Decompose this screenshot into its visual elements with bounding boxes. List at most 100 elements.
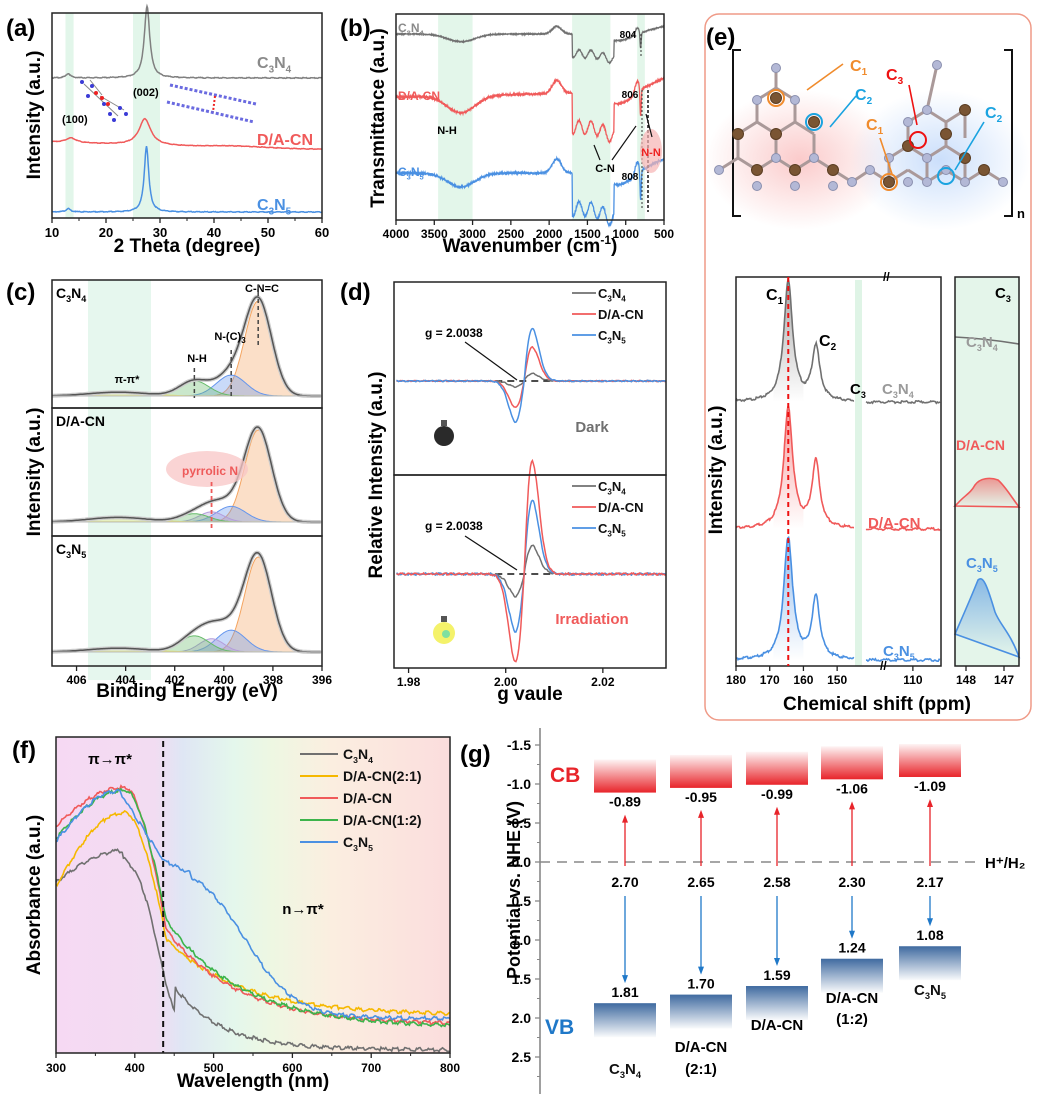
x-tick-label: 404 [116,673,136,687]
series-label: C3N4 [882,381,914,400]
highlight-band [88,280,151,680]
atom-label-c3: C3 [886,67,904,87]
series-label: D/A-CN [598,500,644,515]
band-gap-label: 2.30 [838,874,865,890]
molecule-inset-icon [80,79,128,122]
series-line [395,76,665,145]
x-axis-label: Binding Energy (eV) [96,681,278,702]
series-label: C3N5 [883,643,915,662]
series-line [396,327,666,424]
series-line [396,544,667,598]
subplot-frame [393,474,667,669]
spectral-background [56,737,450,1053]
x-tick-label: 406 [67,673,87,687]
vb-value-label: 1.59 [763,967,790,983]
panel-e: (e) n C1 C2 C1 C3 C2 [704,13,1032,721]
nitrogen-atom [714,165,724,175]
x-tick-label: 3500 [421,227,448,241]
series-label: D/A-CN [257,132,313,149]
series-label: C3N5 [343,834,373,853]
series-label: D/A-CN [398,89,440,103]
nitrogen-atom [922,153,932,163]
inset-series-line [953,477,1021,508]
inset-series-label: D/A-CN [956,437,1005,453]
x-tick-label: 10 [45,225,59,240]
nitrogen-atom [809,153,819,163]
series-label: C3N4 [398,21,424,37]
x-tick-label: 400 [214,673,234,687]
peak-label-804: 804 [620,30,637,41]
vb-label: VB [545,1016,574,1039]
carbon-atom [940,128,952,140]
arrow-icon [645,113,653,138]
highlight-band [855,280,862,666]
band-gap-label: 2.17 [916,874,943,890]
x-axis-label: Wavelength (nm) [177,1071,329,1092]
series-label: C3N4 [598,479,626,497]
vb-bar [670,994,732,1029]
series-line [395,24,665,65]
cb-value-label: -0.95 [685,789,717,805]
series-line [396,345,666,409]
arrow-icon [464,341,518,381]
highlight-ring-c2 [937,167,955,185]
x-axis-label: g vaule [497,684,562,705]
fit-envelope [52,296,321,397]
series-line [735,405,854,530]
nitrogen-atom [903,117,913,127]
series-label: C3N4 [257,55,292,75]
series-label: C3N5 [398,165,424,181]
x-tick-label: 110 [903,673,923,687]
series-label: C3N5 [914,982,946,1001]
series-label: C3N5 [598,521,626,539]
highlight-ring-c2 [805,113,823,131]
panel-label-b: (b) [340,15,371,42]
arrow-head-icon [698,809,704,818]
nitrogen-atom [865,165,875,175]
panel-label-a: (a) [6,15,35,42]
cb-bar [746,751,808,785]
atom-label-c2: C2 [855,87,873,107]
x-tick-label: 150 [827,673,847,687]
panel-frame [704,13,1032,721]
series-line [55,848,450,1053]
g-value-label: g = 2.0038 [425,519,483,533]
x-tick-label: 170 [760,673,780,687]
series-line [865,399,941,405]
highlight-band [133,13,160,218]
peak-label-c1: C1 [766,287,784,307]
cb-value-label: -0.89 [609,794,641,810]
panel-label-c: (c) [6,279,35,306]
arrow-head-icon [927,798,933,807]
series-label: C3N5 [257,197,292,217]
y-tick-label: -1.5 [507,737,531,753]
subplot-frame [51,535,323,667]
inset-series-line [954,336,1020,345]
annotation-nc3: N-(C)3 [214,331,246,345]
x-tick-label: 4000 [383,227,410,241]
panel-f: (f) 300 400 500 600 700 800 Wavelength (nm) A… [12,736,460,1092]
cb-bar [899,743,961,777]
series-line [865,526,941,532]
annotation-cn: C-N [595,163,615,175]
arrow-head-icon [774,806,780,815]
repeat-n-label: n [1017,206,1025,221]
nitrogen-atom [847,177,857,187]
nitrogen-atom [790,95,800,105]
x-tick-label: 1.98 [397,675,421,689]
y-tick-label: 0.0 [512,854,532,870]
annotation-100: (100) [62,114,88,126]
carbon-atom [978,164,990,176]
y-tick-label: -1.0 [507,776,531,792]
nitrogen-atom [752,95,762,105]
axis-break-icon: // [883,270,890,284]
annotation-pyrrolic-n: pyrrolic N [182,464,238,478]
series-label: D/A-CN [598,307,644,322]
series-label: D/A-CN [868,515,921,532]
lightbulb-on-icon [433,616,455,644]
peak-label-c2: C2 [819,333,837,353]
category-label: (2:1) [685,1061,717,1078]
x-tick-label: 40 [207,225,221,240]
nitrogen-atom [752,181,762,191]
g-value-label: g = 2.0038 [425,326,483,340]
